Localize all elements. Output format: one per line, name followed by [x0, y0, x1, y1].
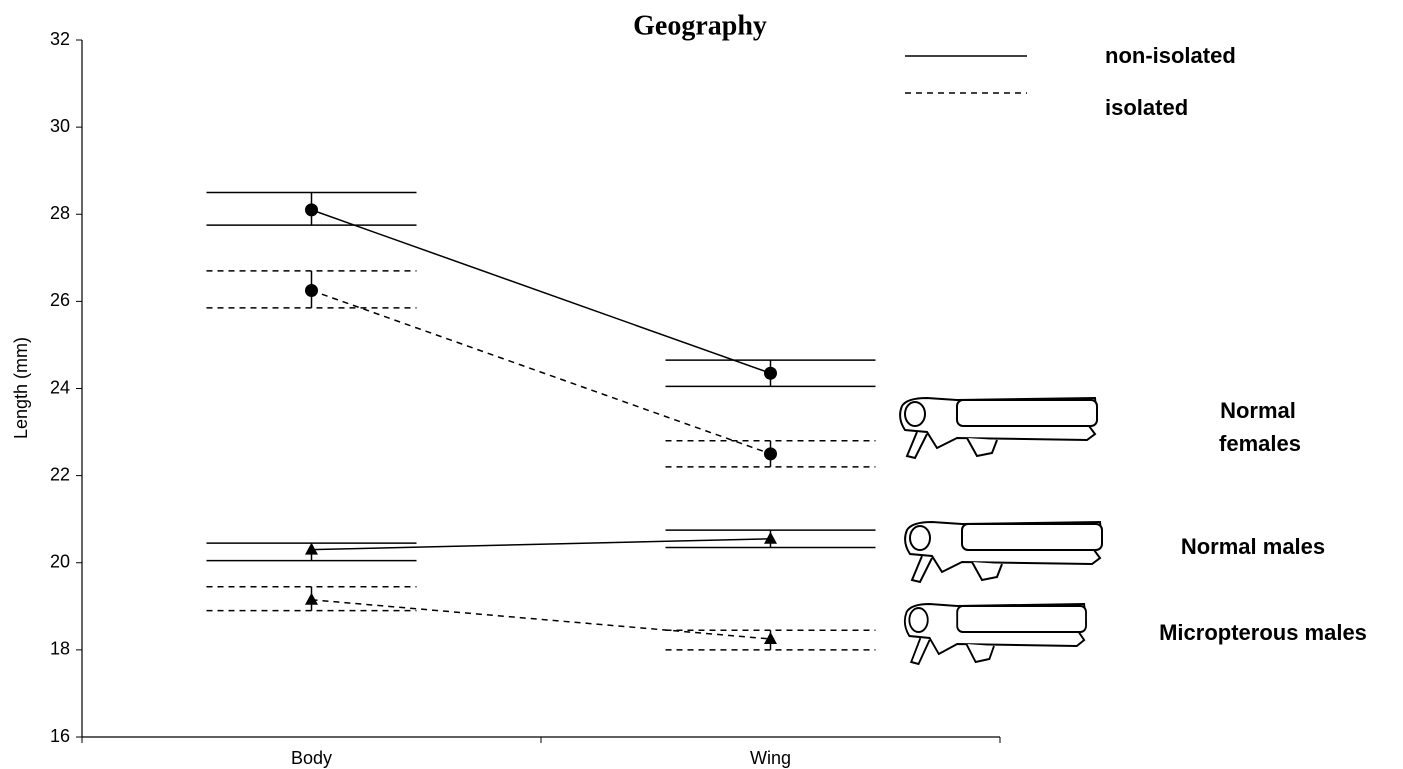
- series-line: [311, 289, 771, 455]
- series-line: [311, 599, 771, 640]
- marker: [305, 283, 318, 297]
- marker: [305, 203, 318, 217]
- marker: [764, 631, 777, 644]
- legend-label: isolated: [1105, 95, 1188, 120]
- marker: [764, 447, 777, 461]
- y-tick-label: 18: [50, 639, 70, 659]
- annotation: Normal: [1220, 398, 1296, 423]
- grasshopper-icon: [904, 521, 1103, 583]
- series-line: [311, 538, 771, 551]
- grasshopper-icon: [899, 397, 1098, 459]
- y-tick-label: 20: [50, 552, 70, 572]
- y-axis-label: Length (mm): [11, 337, 31, 439]
- chart-title: Geography: [633, 10, 767, 41]
- y-tick-label: 22: [50, 464, 70, 484]
- marker: [764, 366, 777, 380]
- y-tick-label: 28: [50, 203, 70, 223]
- marker: [764, 531, 777, 544]
- y-tick-label: 26: [50, 290, 70, 310]
- marker: [305, 542, 318, 555]
- annotation: Normal males: [1181, 534, 1325, 559]
- y-tick-label: 24: [50, 377, 70, 397]
- grasshopper-icon: [903, 603, 1087, 665]
- x-tick-label: Wing: [750, 748, 791, 768]
- marker: [305, 592, 318, 605]
- y-tick-label: 16: [50, 726, 70, 746]
- annotation: females: [1219, 431, 1301, 456]
- annotation: Micropterous males: [1159, 620, 1367, 645]
- series-line: [311, 209, 771, 374]
- y-tick-label: 32: [50, 29, 70, 49]
- x-tick-label: Body: [291, 748, 332, 768]
- y-tick-label: 30: [50, 116, 70, 136]
- legend-label: non-isolated: [1105, 43, 1236, 68]
